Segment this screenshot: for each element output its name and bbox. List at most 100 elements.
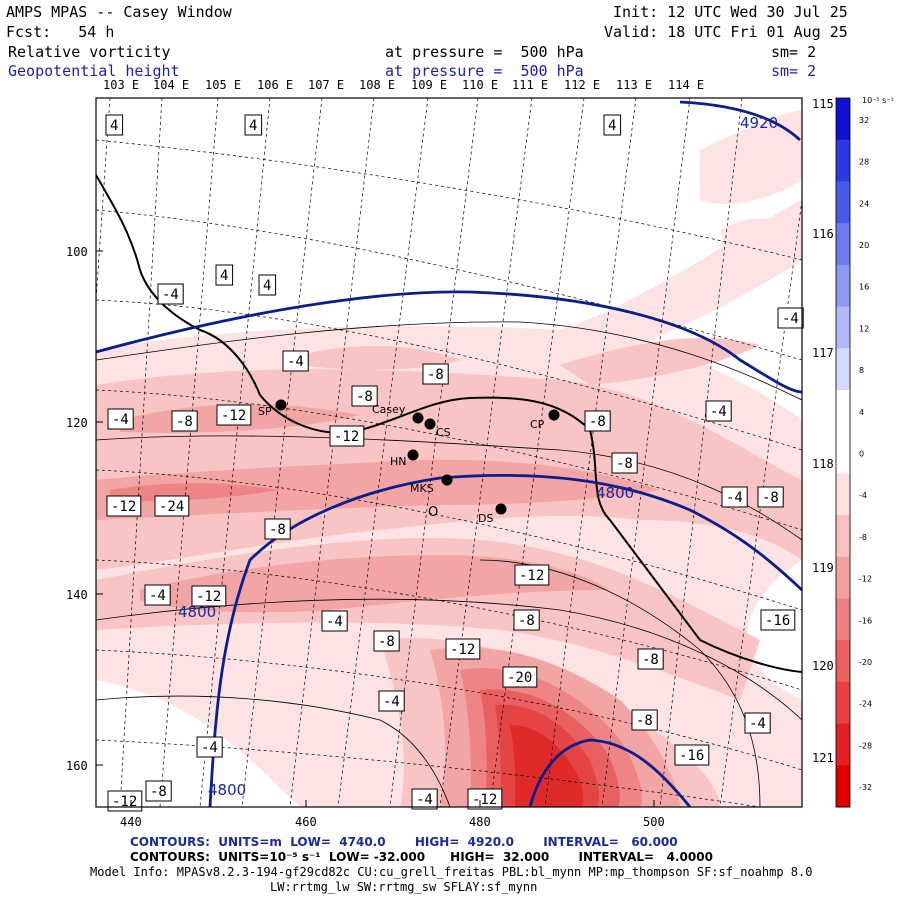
vorticity-contour-label: -12 [216,404,252,426]
svg-text:4: 4 [110,118,118,134]
vorticity-contour-label: -4 [196,736,223,758]
colorbar-swatch [836,556,850,599]
vorticity-contour-label: -12 [445,638,481,660]
vorticity-contour-label: -8 [351,385,378,407]
chart-title: AMPS MPAS -- Casey Window [6,3,232,21]
field1-level: at pressure = 500 hPa [385,43,584,61]
vorticity-contour-label: 4 [105,114,124,136]
station-label: HN [390,455,407,468]
colorbar-label: -20 [859,658,872,667]
x-tick-label: 460 [295,815,317,829]
svg-text:-8: -8 [589,414,606,430]
field2-smoothing: sm= 2 [771,62,817,80]
svg-text:-8: -8 [176,414,193,430]
vorticity-contour-label: -4 [411,788,438,810]
station-label: MKS [410,482,434,495]
x-tick-label: 500 [643,815,665,829]
vorticity-contour-label: -8 [513,609,540,631]
colorbar-label: 28 [859,158,869,167]
svg-text:-8: -8 [616,456,633,472]
colorbar-label: -4 [859,491,867,500]
colorbar-swatch [836,598,850,641]
vorticity-contour-label: -12 [191,585,227,607]
vorticity-contour-label: 4 [215,264,234,286]
svg-text:4: 4 [263,278,271,294]
svg-text:-8: -8 [642,652,659,668]
vorticity-contour-label: -8 [637,648,664,670]
vorticity-contour-label: 4 [244,114,263,136]
vorticity-fill [96,98,802,807]
init-time: Init: 12 UTC Wed 30 Jul 25 [613,3,848,21]
y-tick-label: 140 [66,588,88,602]
vorticity-contour-label: -4 [321,610,348,632]
station-label: Casey [372,403,406,416]
vorticity-contour-label: -12 [467,788,503,810]
longitude-label: 114 E [668,78,704,92]
vorticity-contour-label: -8 [264,518,291,540]
svg-text:-4: -4 [726,490,743,506]
y-tick-label: 160 [66,759,88,773]
vorticity-contour-label: -24 [154,495,190,517]
svg-text:-8: -8 [356,389,373,405]
vorticity-contour-label: -4 [705,400,732,422]
height-label: 4800 [178,603,216,621]
vorticity-contour-label: 4 [258,274,277,296]
vorticity-contour-label: -8 [171,410,198,432]
svg-text:-12: -12 [334,429,359,445]
height-label: 4920 [740,114,778,132]
colorbar-swatch [836,306,850,349]
svg-text:-8: -8 [636,713,653,729]
colorbar-swatch [836,348,850,391]
svg-text:-8: -8 [762,490,779,506]
colorbar-swatch [836,723,850,766]
colorbar-swatch [836,389,850,433]
longitude-label: 105 E [205,78,241,92]
svg-text:-12: -12 [472,792,497,808]
colorbar-label: 24 [859,199,869,208]
colorbar-unit: 10⁻⁵ s⁻¹ [862,96,894,105]
svg-text:-4: -4 [782,311,799,327]
colorbar-label: -8 [859,533,867,542]
longitude-label: 106 E [257,78,293,92]
station-label: DS [478,512,493,525]
vorticity-contour-label: -4 [721,486,748,508]
colorbar-label: -32 [859,783,872,792]
colorbar-swatch [836,431,850,474]
colorbar-swatch [836,264,850,308]
vorticity-contour-label: -8 [584,410,611,432]
colorbar-swatch [836,139,850,182]
svg-text:-8: -8 [518,613,535,629]
x-tick-label: 440 [120,815,142,829]
longitude-label: 108 E [359,78,395,92]
svg-text:-4: -4 [383,694,400,710]
svg-text:-12: -12 [450,642,475,658]
station-label: CP [530,418,545,431]
vorticity-contour-label: -4 [157,283,184,305]
colorbar-label: -24 [859,700,872,709]
longitude-label: 107 E [308,78,344,92]
svg-text:4: 4 [608,118,616,134]
colorbar-swatch [836,223,850,266]
colorbar-swatch [836,640,850,683]
station-marker [275,399,287,411]
colorbar-label: 0 [859,450,864,459]
colorbar: 32 28 24 20 16 12 8 4 0 -4 -8 -12 -16 -20 -24 -28 -32 [835,97,872,808]
valid-time: Valid: 18 UTC Fri 01 Aug 25 [604,23,848,41]
station-marker [495,503,507,515]
vorticity-contour-label: -4 [107,408,134,430]
longitude-label: 104 E [153,78,189,92]
colorbar-swatch [836,515,850,558]
longitude-label: 103 E [103,78,139,92]
vorticity-contour-label: -4 [144,584,171,606]
svg-text:-12: -12 [221,408,246,424]
vorticity-contour-label: -12 [514,564,550,586]
svg-text:-12: -12 [196,589,221,605]
vorticity-contour-label: -12 [107,790,143,812]
map-frame [95,97,803,808]
station-marker [441,474,453,486]
x-tick-label: 480 [469,815,491,829]
station-marker [424,418,436,430]
colorbar-swatch [836,181,850,224]
vorticity-contour-label: -12 [106,495,142,517]
longitude-label: 111 E [512,78,548,92]
